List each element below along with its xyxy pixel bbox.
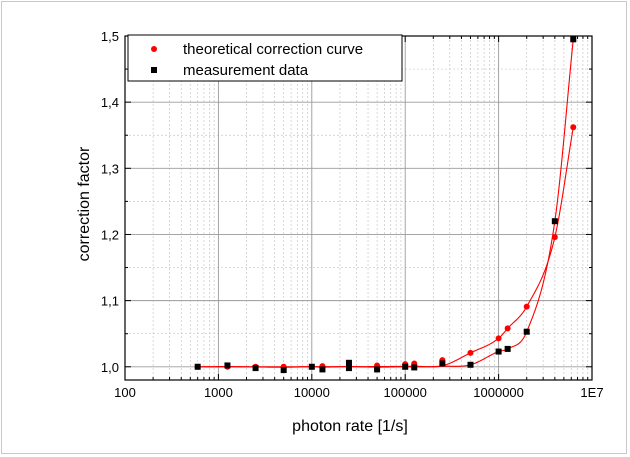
theoretical-point (523, 303, 530, 310)
theoretical-point (467, 349, 474, 356)
x-tick-label: 10000 (294, 385, 330, 400)
theoretical-fit-curve (197, 127, 574, 368)
measurement-point (224, 362, 231, 369)
measurement-point (319, 366, 326, 373)
y-tick-label: 1,0 (101, 360, 119, 375)
measurement-point (439, 360, 446, 367)
legend-label-measurement: measurement data (183, 62, 309, 79)
x-tick-label: 100 (114, 385, 136, 400)
theoretical-point (495, 335, 502, 342)
measurement-point (551, 218, 558, 225)
major-grid (125, 36, 592, 380)
fit-curves (197, 39, 574, 368)
data-points (194, 36, 577, 374)
y-tick-label: 1,4 (101, 95, 119, 110)
measurement-point (194, 363, 201, 370)
x-tick-label: 100000 (384, 385, 427, 400)
x-tick-label: 1000000 (473, 385, 524, 400)
x-tick-label: 1000 (204, 385, 233, 400)
measurement-point (570, 36, 577, 43)
plot-area-border (124, 35, 593, 381)
x-axis-title: photon rate [1/s] (292, 418, 408, 435)
measurement-point (345, 359, 352, 366)
x-tick-label: 1E7 (580, 385, 603, 400)
measurement-point (411, 364, 418, 371)
measurement-fit-curve (197, 39, 574, 368)
measurement-point (308, 363, 315, 370)
x-tick-labels: 100 1000 10000 100000 1000000 1E7 (114, 385, 603, 400)
y-axis-title: correction factor (76, 146, 93, 261)
measurement-point (523, 328, 530, 335)
y-tick-label: 1,2 (101, 227, 119, 242)
y-tick-labels: 1,0 1,1 1,2 1,3 1,4 1,5 (101, 29, 119, 375)
legend-label-theoretical: theoretical correction curve (183, 41, 363, 58)
legend-box (127, 34, 403, 82)
theoretical-point (504, 325, 511, 332)
measurement-point (345, 365, 352, 372)
legend: theoretical correction curve measurement… (127, 34, 403, 82)
measurement-point (280, 367, 287, 374)
y-tick-label: 1,5 (101, 29, 119, 44)
measurement-point (504, 345, 511, 352)
measurement-point (402, 363, 409, 370)
measurement-point (495, 348, 502, 355)
legend-marker-theoretical (151, 46, 157, 52)
y-tick-label: 1,3 (101, 161, 119, 176)
measurement-point (467, 361, 474, 368)
y-tick-label: 1,1 (101, 294, 119, 309)
theoretical-point (570, 124, 577, 131)
theoretical-point (551, 234, 558, 241)
measurement-point (252, 365, 259, 372)
axis-ticks (124, 35, 593, 380)
legend-marker-measurement (151, 67, 157, 73)
minor-grid (125, 36, 592, 380)
measurement-point (374, 366, 381, 373)
